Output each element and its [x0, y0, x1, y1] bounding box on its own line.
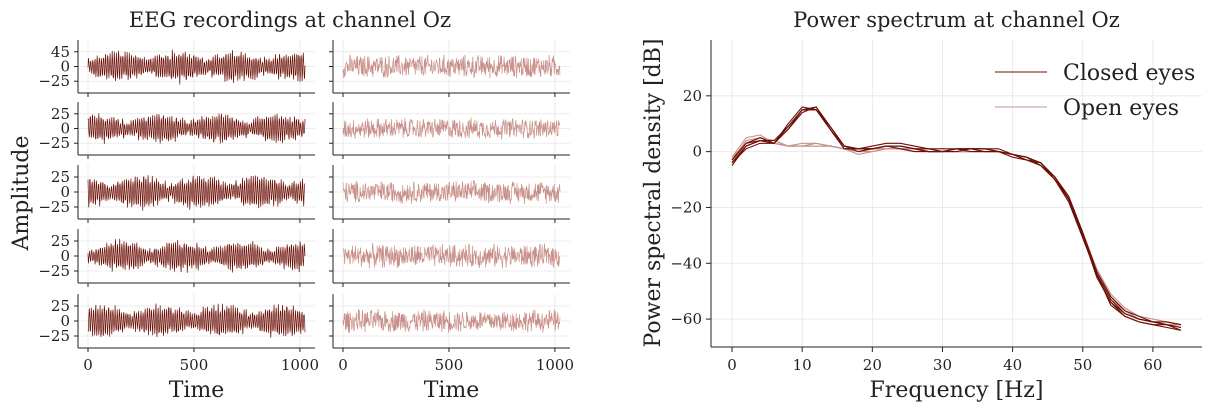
ps-series-closed — [731, 109, 1182, 331]
ps-series-closed — [731, 106, 1182, 329]
eeg-trace-open — [342, 309, 561, 333]
y-tick-label: −25 — [38, 134, 70, 152]
eeg-panel-r1-c0 — [74, 102, 315, 159]
eeg-trace-open — [342, 180, 561, 205]
y-tick-label: −25 — [38, 262, 70, 280]
eeg-trace-closed — [87, 49, 306, 85]
x-tick-label: 1000 — [281, 356, 319, 374]
x-tick-label: 1000 — [536, 356, 574, 374]
eeg-panel-r2-c0 — [74, 165, 315, 223]
y-tick-label: 0 — [60, 120, 70, 138]
legend: Closed eyes Open eyes — [995, 61, 1195, 121]
ps-ylabel: Power spectral density [dB] — [641, 38, 666, 347]
eeg-panel-r0-c1 — [329, 40, 570, 97]
eeg-panel-r3-c1 — [329, 229, 570, 287]
y-tick-label: 25 — [51, 168, 70, 186]
eeg-panel-r1-c1 — [329, 102, 570, 159]
eeg-trace-closed — [87, 303, 306, 338]
y-tick-label: −25 — [38, 327, 70, 345]
eeg-xlabel: Time — [424, 378, 480, 403]
eeg-panel-r0-c0 — [74, 40, 315, 97]
y-tick-label: 20 — [683, 87, 702, 105]
x-tick-label: 500 — [435, 356, 464, 374]
eeg-xlabel: Time — [169, 378, 225, 403]
eeg-trace-closed — [87, 113, 306, 145]
legend-label: Closed eyes — [1063, 61, 1195, 86]
eeg-panel-r4-c1 — [329, 294, 570, 352]
y-tick-label: 0 — [60, 58, 70, 76]
x-tick-label: 50 — [1073, 356, 1092, 374]
ps-plot — [706, 40, 1202, 352]
y-tick-label: −40 — [670, 254, 702, 272]
x-tick-label: 20 — [863, 356, 882, 374]
y-tick-label: −60 — [670, 310, 702, 328]
ps-title: Power spectrum at channel Oz — [793, 8, 1120, 32]
legend-label: Open eyes — [1063, 96, 1179, 121]
eeg-title: EEG recordings at channel Oz — [129, 8, 451, 32]
eeg-panel-r3-c0 — [74, 229, 315, 287]
x-tick-label: 40 — [1003, 356, 1022, 374]
y-tick-label: 25 — [51, 297, 70, 315]
x-tick-label: 60 — [1143, 356, 1162, 374]
y-tick-label: 25 — [51, 105, 70, 123]
y-tick-label: −25 — [38, 198, 70, 216]
y-tick-label: 0 — [692, 143, 702, 161]
eeg-trace-closed — [87, 175, 306, 211]
eeg-ylabel: Amplitude — [9, 135, 34, 251]
y-tick-label: 25 — [51, 232, 70, 250]
x-tick-label: 0 — [727, 356, 737, 374]
y-tick-label: −25 — [38, 72, 70, 90]
x-tick-label: 30 — [933, 356, 952, 374]
x-tick-label: 0 — [83, 356, 93, 374]
eeg-trace-open — [342, 242, 561, 269]
y-tick-label: 0 — [60, 312, 70, 330]
ps-xlabel: Frequency [Hz] — [870, 378, 1044, 403]
ps-series-closed — [731, 109, 1182, 326]
eeg-panel-r2-c1 — [329, 165, 570, 223]
ps-series-open — [731, 137, 1182, 326]
ps-series-closed — [731, 106, 1182, 329]
y-tick-label: 45 — [51, 43, 70, 61]
y-tick-label: 0 — [60, 247, 70, 265]
eeg-panel-r4-c0 — [74, 294, 315, 352]
y-tick-label: 0 — [60, 183, 70, 201]
eeg-trace-open — [342, 54, 561, 79]
x-tick-label: 10 — [793, 356, 812, 374]
eeg-trace-closed — [87, 238, 306, 273]
x-tick-label: 500 — [180, 356, 209, 374]
x-tick-label: 0 — [338, 356, 348, 374]
eeg-trace-open — [342, 117, 561, 140]
y-tick-label: −20 — [670, 198, 702, 216]
